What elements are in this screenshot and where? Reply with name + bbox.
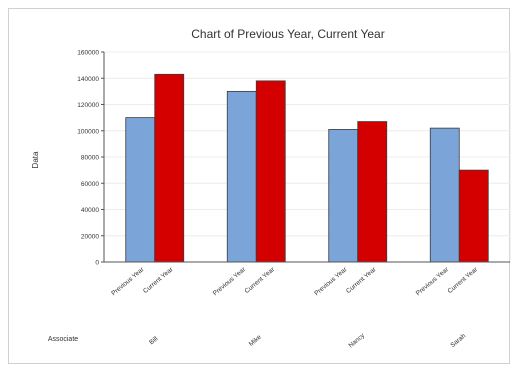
bar-current-year <box>458 169 489 263</box>
y-tick-label: 20000 <box>81 233 99 240</box>
y-axis-label: Data <box>31 151 40 168</box>
x-tick-label: Current Year <box>142 266 175 295</box>
bar-previous-year <box>226 90 257 263</box>
x-tick-label: Previous Year <box>212 266 248 298</box>
y-tick-label: 0 <box>95 260 99 267</box>
x-tick-label: Previous Year <box>415 266 451 298</box>
y-tick-label: 140000 <box>77 76 99 83</box>
y-tick-label: 60000 <box>81 181 99 188</box>
bar-previous-year <box>328 129 359 263</box>
x-tick-label: Previous Year <box>313 266 349 298</box>
chart-title: Chart of Previous Year, Current Year <box>191 27 384 41</box>
y-tick-label: 40000 <box>81 207 99 214</box>
group-label: Bill <box>148 335 160 346</box>
y-tick-label: 160000 <box>77 50 99 57</box>
x-tick-label: Current Year <box>244 266 277 295</box>
bar-current-year <box>255 80 286 263</box>
bar-current-year <box>357 121 388 263</box>
x-tick-label: Current Year <box>447 266 480 295</box>
group-label: Nancy <box>347 332 366 350</box>
x-tick-label: Current Year <box>345 266 378 295</box>
group-axis-label: Associate <box>48 336 78 343</box>
bar-previous-year <box>429 127 460 263</box>
bar-previous-year <box>125 117 156 263</box>
x-tick-label: Previous Year <box>110 266 146 298</box>
group-label: Mike <box>248 334 263 348</box>
y-tick-label: 100000 <box>77 128 99 135</box>
y-tick-label: 120000 <box>77 102 99 109</box>
group-label: Sarah <box>449 332 467 349</box>
y-tick-label: 80000 <box>81 155 99 162</box>
bar-current-year <box>154 73 185 263</box>
